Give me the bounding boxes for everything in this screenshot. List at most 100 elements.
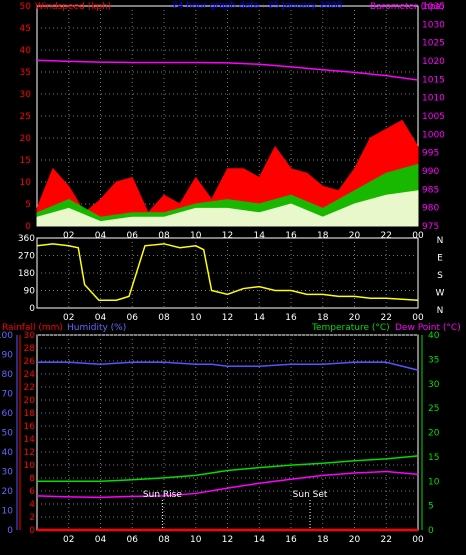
compass-label: E [437, 254, 443, 264]
x-tick-label: 08 [158, 231, 170, 241]
y-tick-temp: 35 [428, 355, 439, 365]
y-tick-rain: 26 [24, 357, 36, 367]
y-tick-humidity: 10 [2, 507, 14, 517]
x-tick-label: 16 [285, 231, 297, 241]
y-tick-left: 10 [20, 178, 32, 188]
series-area [36, 163, 419, 227]
y-tick-rain: 14 [24, 435, 36, 445]
y-tick-rain: 24 [24, 370, 36, 380]
y-tick-temp: 15 [428, 453, 439, 463]
y-tick-left: 40 [20, 46, 32, 56]
y-tick-temp: 20 [428, 429, 440, 439]
y-tick-humidity: 80 [2, 370, 14, 380]
x-tick-label: 10 [190, 535, 202, 545]
y-tick-humidity: 70 [2, 390, 14, 400]
x-tick-label: 04 [95, 535, 107, 545]
y-tick-right: 1030 [422, 20, 445, 30]
compass-label: S [437, 271, 443, 281]
x-tick-label: 16 [285, 313, 297, 323]
y-tick-rain: 0 [29, 526, 35, 536]
x-tick-label: 02 [63, 313, 74, 323]
x-tick-label: 12 [222, 535, 233, 545]
y-tick-right: 1000 [422, 130, 445, 140]
y-tick-right: 990 [422, 167, 439, 177]
x-tick-label: 20 [349, 313, 361, 323]
x-tick-label: 08 [158, 313, 170, 323]
sun-annotation: Sun Rise [143, 490, 182, 500]
x-tick-label: 22 [381, 313, 392, 323]
y-tick-left: 45 [20, 24, 31, 34]
y-tick-rain: 6 [29, 487, 35, 497]
y-tick-right: 975 [422, 222, 439, 232]
ylabel-left: Windspeed (kph) [35, 2, 111, 12]
x-tick-label: 10 [190, 231, 202, 241]
x-tick-label: 22 [381, 535, 392, 545]
x-tick-label: 20 [349, 535, 361, 545]
y-tick-temp: 40 [428, 331, 440, 341]
ylabel-temp: Temperature (°C) [311, 323, 390, 333]
y-tick-right: 980 [422, 204, 439, 214]
y-tick-left: 90 [24, 287, 36, 297]
ylabel-humidity: Humidity (%) [67, 323, 126, 333]
ylabel-rain: Rainfall (mm) [2, 323, 63, 333]
y-tick-left: 35 [20, 68, 31, 78]
x-tick-label: 10 [190, 313, 202, 323]
y-tick-right: 985 [422, 185, 439, 195]
ylabel-dewpoint: Dew Point (°C) [395, 323, 461, 333]
x-tick-label: 00 [412, 313, 424, 323]
y-tick-right: 1035 [422, 2, 445, 12]
x-tick-label: 06 [127, 313, 139, 323]
x-tick-label: 08 [158, 535, 170, 545]
series-area [36, 190, 419, 227]
y-tick-right: 1020 [422, 57, 445, 67]
y-tick-temp: 0 [428, 526, 434, 536]
series-line [37, 455, 419, 482]
series-line [37, 361, 419, 371]
y-tick-right: 1005 [422, 112, 445, 122]
y-tick-left: 0 [25, 222, 31, 232]
y-tick-rain: 28 [24, 344, 36, 354]
y-tick-rain: 2 [29, 513, 35, 523]
y-tick-right: 1010 [422, 94, 445, 104]
x-tick-label: 12 [222, 231, 233, 241]
chart-title: 24 hour graph data : 25 January 2008 [172, 1, 342, 11]
y-tick-left: 25 [20, 112, 31, 122]
temp-humidity-panel: 02 04 06 08 10 12 14 16 18 20 22 000102030405060708… [0, 323, 461, 545]
y-tick-left: 30 [20, 90, 32, 100]
y-tick-rain: 20 [24, 396, 36, 406]
series-line [36, 470, 419, 499]
y-tick-rain: 22 [24, 383, 35, 393]
y-tick-temp: 25 [428, 404, 439, 414]
y-tick-right: 995 [422, 149, 439, 159]
compass-label: W [436, 289, 445, 299]
x-tick-label: 06 [127, 231, 139, 241]
y-tick-right: 1025 [422, 39, 445, 49]
series-line [36, 243, 419, 301]
y-tick-left: 270 [18, 252, 35, 262]
x-tick-label: 02 [63, 535, 74, 545]
y-tick-rain: 12 [24, 448, 35, 458]
x-tick-label: 00 [412, 535, 424, 545]
y-tick-right: 1015 [422, 75, 445, 85]
y-tick-left: 5 [25, 200, 31, 210]
x-tick-label: 18 [317, 313, 329, 323]
y-tick-left: 360 [18, 234, 35, 244]
y-tick-humidity: 60 [2, 409, 14, 419]
x-tick-label: 12 [222, 313, 233, 323]
compass-label: N [437, 306, 444, 316]
x-tick-label: 14 [254, 231, 266, 241]
y-tick-humidity: 40 [2, 448, 14, 458]
wind-direction-panel: 02 04 06 08 10 12 14 16 18 20 22 00090180270360NWSE… [18, 234, 445, 323]
x-tick-label: 14 [254, 313, 266, 323]
y-tick-humidity: 50 [2, 429, 14, 439]
series-line [36, 59, 419, 81]
y-tick-rain: 8 [29, 474, 35, 484]
y-tick-left: 20 [20, 134, 32, 144]
y-tick-humidity: 90 [2, 351, 14, 361]
x-tick-label: 20 [349, 231, 361, 241]
x-tick-label: 06 [127, 535, 139, 545]
compass-label: N [437, 236, 444, 246]
y-tick-left: 50 [20, 2, 32, 12]
y-tick-humidity: 100 [0, 331, 13, 341]
